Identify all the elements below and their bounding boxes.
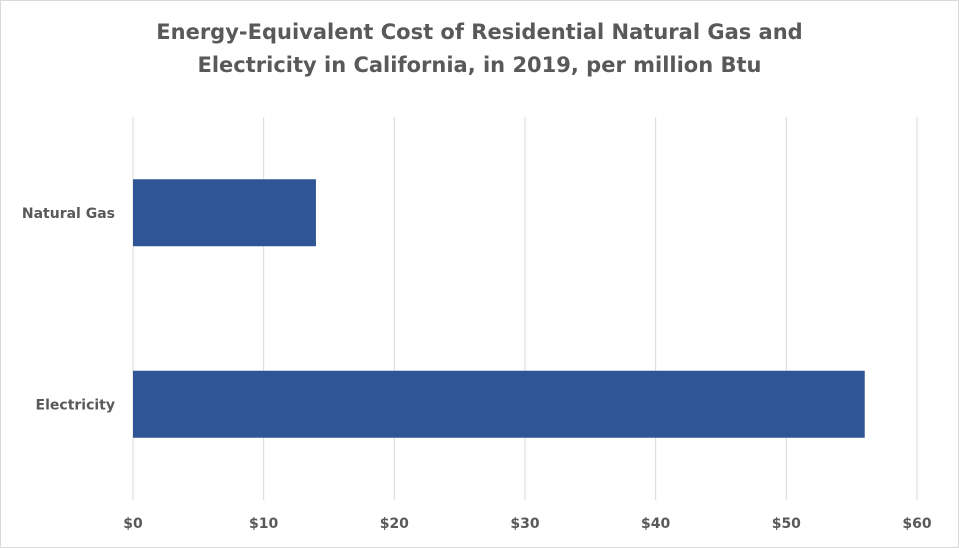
x-tick-label: $30 <box>510 516 539 532</box>
chart-title-line-2: Electricity in California, in 2019, per … <box>197 53 762 77</box>
bar-natural-gas <box>133 179 316 247</box>
bar-electricity <box>133 370 865 438</box>
chart-title: Energy-Equivalent Cost of Residential Na… <box>0 16 959 82</box>
x-tick-label: $20 <box>380 516 409 532</box>
chart-title-line-1: Energy-Equivalent Cost of Residential Na… <box>156 20 803 44</box>
x-tick-label: $10 <box>249 516 278 532</box>
y-category-label: Electricity <box>36 397 115 413</box>
x-tick-label: $0 <box>123 516 143 532</box>
x-tick-label: $40 <box>641 516 670 532</box>
y-category-label: Natural Gas <box>22 206 115 222</box>
x-tick-label: $60 <box>902 516 931 532</box>
x-tick-label: $50 <box>772 516 801 532</box>
